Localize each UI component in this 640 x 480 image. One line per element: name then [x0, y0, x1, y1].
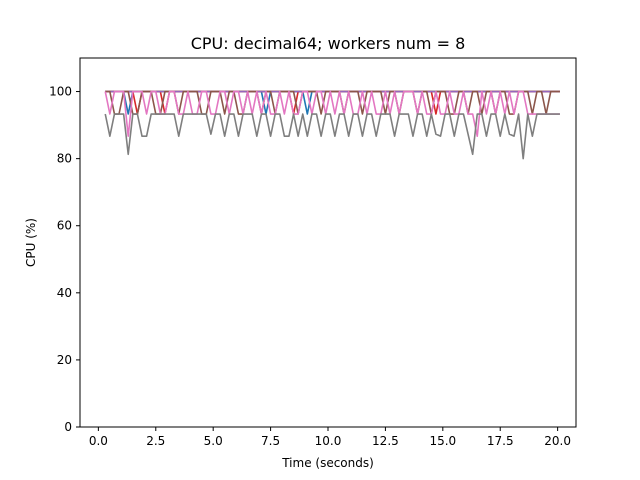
x-tick-label: 0.0 — [89, 434, 108, 448]
plot-lines — [104, 90, 560, 160]
x-tick-label: 12.5 — [372, 434, 399, 448]
x-tick-label: 7.5 — [261, 434, 280, 448]
series-line-7 — [104, 90, 560, 137]
x-tick-label: 15.0 — [429, 434, 456, 448]
y-tick-label: 20 — [57, 353, 72, 367]
x-axis: 0.0 2.5 5.0 7.5 10.0 12.5 15.0 17.5 20.0 — [89, 427, 571, 448]
x-tick-label: 20.0 — [544, 434, 571, 448]
y-tick-label: 40 — [57, 286, 72, 300]
y-tick-label: 80 — [57, 152, 72, 166]
y-axis-label: CPU (%) — [24, 218, 38, 267]
y-tick-label: 100 — [49, 85, 72, 99]
chart-title: CPU: decimal64; workers num = 8 — [191, 34, 466, 53]
series-line-8 — [104, 113, 560, 160]
y-tick-label: 60 — [57, 219, 72, 233]
x-tick-label: 10.0 — [315, 434, 342, 448]
y-axis: 0 20 40 60 80 100 — [49, 85, 80, 434]
x-tick-label: 17.5 — [487, 434, 514, 448]
x-axis-label: Time (seconds) — [281, 456, 374, 470]
x-tick-label: 2.5 — [146, 434, 165, 448]
x-tick-label: 5.0 — [204, 434, 223, 448]
y-tick-label: 0 — [64, 420, 72, 434]
